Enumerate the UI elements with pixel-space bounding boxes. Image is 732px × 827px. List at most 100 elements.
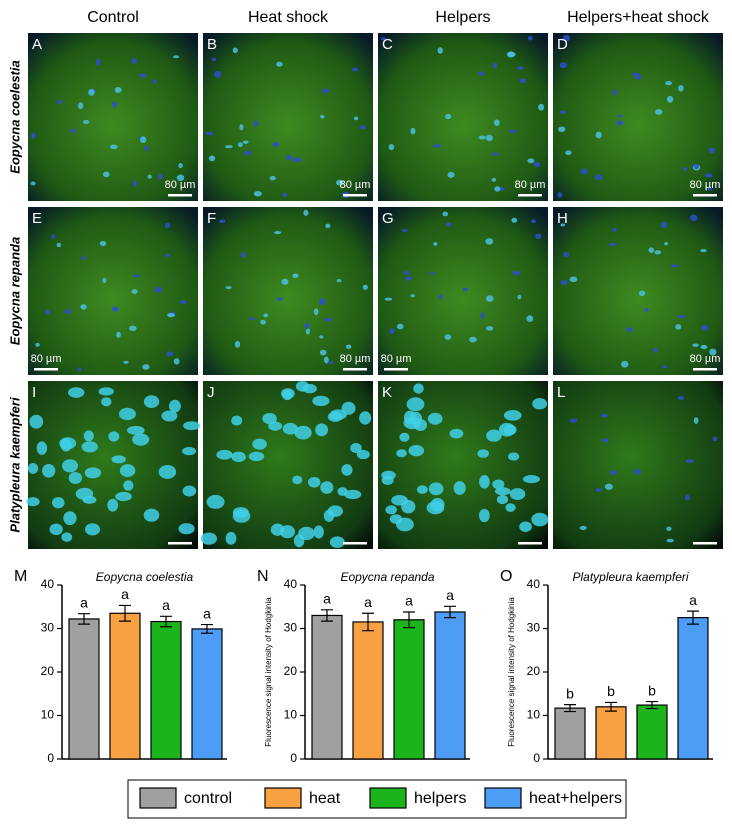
nucleus — [206, 494, 225, 509]
bar — [636, 704, 668, 760]
nucleus — [612, 89, 618, 96]
nucleus — [485, 238, 494, 245]
nucleus — [512, 270, 521, 276]
bar — [393, 619, 425, 760]
nucleus — [292, 273, 299, 279]
y-axis-label: Fluorescence signal intensity of Hodgkin… — [264, 597, 273, 747]
nucleus — [530, 219, 536, 224]
significance-letter: a — [121, 586, 129, 602]
nucleus — [384, 297, 393, 301]
scale-bar — [384, 368, 408, 371]
nucleus — [380, 37, 387, 41]
panel-letter: J — [207, 384, 215, 401]
nucleus — [517, 294, 522, 300]
panel-letter: G — [382, 210, 394, 227]
nucleus — [389, 328, 395, 335]
nucleus — [527, 158, 535, 164]
nucleus — [532, 398, 548, 410]
nucleus — [654, 250, 661, 255]
nucleus — [249, 317, 255, 321]
nucleus — [496, 494, 509, 505]
nucleus — [408, 445, 425, 457]
error-bar — [160, 615, 172, 628]
nucleus — [323, 356, 329, 364]
nucleus — [709, 348, 717, 356]
nucleus — [324, 317, 332, 322]
nucleus — [662, 365, 668, 369]
nucleus — [509, 129, 517, 134]
nucleus — [403, 416, 421, 430]
nucleus — [63, 511, 77, 526]
nucleus — [538, 103, 545, 111]
nucleus — [700, 249, 707, 253]
scale-bar — [168, 542, 192, 545]
nucleus — [427, 412, 443, 425]
nucleus — [173, 358, 180, 365]
nucleus — [494, 487, 511, 496]
y-tick-label: 20 — [527, 664, 541, 678]
nucleus — [345, 344, 352, 349]
nucleus — [442, 211, 449, 217]
nucleus — [144, 145, 149, 152]
nucleus — [78, 102, 84, 110]
scale-label: 80 µm — [31, 353, 62, 365]
nucleus — [429, 272, 435, 276]
nucleus — [118, 407, 136, 421]
nucleus — [701, 324, 709, 331]
significance-letter: a — [689, 592, 697, 608]
significance-letter: a — [162, 597, 170, 613]
nucleus — [98, 387, 114, 396]
nucleus — [604, 483, 613, 490]
nucleus — [75, 487, 94, 500]
y-tick-label: 40 — [527, 577, 541, 591]
nucleus — [303, 209, 309, 216]
nucleus — [353, 116, 359, 121]
nucleus — [50, 234, 56, 239]
scale-bar — [518, 542, 542, 545]
nucleus — [320, 114, 325, 119]
nucleus — [505, 503, 516, 512]
nucleus — [634, 73, 642, 80]
micrograph — [553, 207, 723, 375]
panel-letter: H — [557, 210, 568, 227]
panel-letter: D — [557, 36, 568, 53]
scale-label: 80 µm — [515, 179, 546, 191]
nucleus — [449, 428, 464, 439]
nucleus — [320, 481, 334, 494]
nucleus — [214, 70, 222, 78]
panel-letter: N — [257, 568, 269, 585]
nucleus — [477, 71, 485, 76]
nucleus — [511, 217, 518, 223]
y-tick-label: 0 — [290, 751, 297, 765]
nucleus — [178, 523, 195, 535]
nucleus — [492, 152, 499, 156]
significance-letter: a — [203, 605, 211, 621]
nucleus — [262, 412, 277, 425]
nucleus — [559, 110, 566, 115]
legend-swatch — [369, 787, 407, 809]
nucleus — [485, 326, 494, 331]
scale-bar — [693, 542, 717, 545]
nucleus — [140, 136, 147, 144]
nucleus — [272, 142, 280, 147]
nucleus — [447, 171, 455, 178]
column-header: Helpers+heat shock — [567, 9, 710, 26]
nucleus — [509, 488, 526, 501]
nucleus — [670, 264, 678, 268]
nucleus — [183, 421, 201, 431]
nucleus — [507, 452, 520, 461]
nucleus — [292, 475, 303, 485]
column-header: Heat shock — [248, 9, 329, 26]
micrograph — [203, 33, 373, 201]
nucleus — [231, 415, 243, 426]
nucleus — [684, 494, 690, 501]
scale-label: 80 µm — [340, 353, 371, 365]
y-tick-label: 40 — [41, 577, 55, 591]
nucleus — [81, 441, 98, 453]
scale-bar — [343, 368, 367, 371]
nucleus — [157, 173, 163, 180]
nucleus — [498, 422, 516, 437]
nucleus — [282, 192, 288, 198]
row-label: Eopycna repanda — [7, 237, 22, 345]
scale-bar — [693, 368, 717, 371]
